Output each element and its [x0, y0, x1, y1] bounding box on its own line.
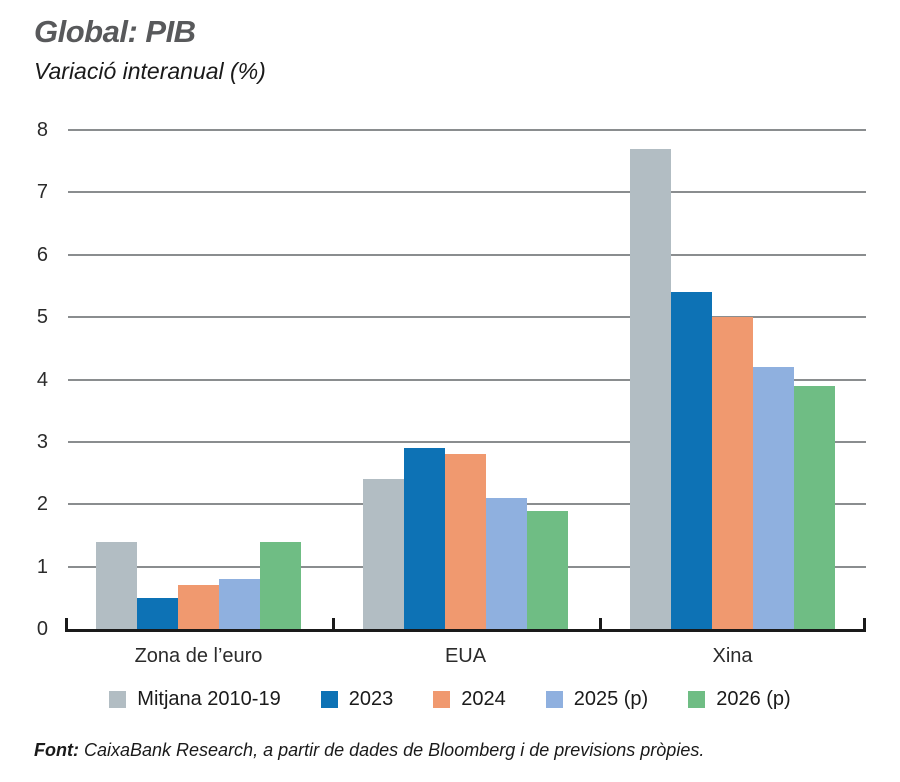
chart-subtitle: Variació interanual (%): [34, 58, 266, 84]
bar: [486, 498, 527, 629]
chart-legend: Mitjana 2010-19 2023 2024 2025 (p) 2026 (p): [0, 688, 900, 711]
y-axis-tick-label: 3: [36, 430, 48, 453]
y-axis-tick-label: 4: [36, 368, 48, 391]
y-axis-tick-label: 0: [36, 618, 48, 640]
y-axis-tick-label: 7: [36, 181, 48, 204]
bar: [404, 448, 445, 629]
legend-item: 2023: [320, 688, 394, 711]
source-note: Font: CaixaBank Research, a partir de dad…: [34, 740, 704, 761]
x-axis-tick: [863, 618, 866, 629]
bar: [445, 454, 486, 629]
bar: [527, 510, 568, 629]
legend-item: 2026 (p): [688, 688, 791, 711]
bar: [753, 367, 794, 629]
x-axis-category-label: EUA: [444, 645, 487, 667]
bar: [137, 597, 178, 629]
bar: [96, 541, 137, 629]
source-label: Font:: [34, 740, 79, 760]
legend-label: 2023: [348, 688, 394, 710]
legend-item: 2025 (p): [545, 688, 649, 711]
y-axis-tick-label: 1: [36, 555, 48, 578]
y-axis-tick-label: 6: [36, 243, 48, 266]
legend-swatch: [433, 691, 451, 708]
x-axis-category-label: Xina: [712, 645, 753, 667]
bar: [363, 479, 404, 629]
chart-title: Global: PIB: [34, 14, 196, 49]
x-axis-tick: [65, 618, 68, 629]
gridline: [68, 440, 866, 443]
y-axis-tick-label: 2: [36, 493, 48, 516]
x-axis-tick: [332, 618, 335, 629]
x-axis-category-label: Zona de l’euro: [134, 645, 263, 667]
x-axis-tick: [599, 618, 602, 629]
gridline: [68, 253, 866, 256]
gridline: [68, 129, 866, 131]
bar: [794, 385, 835, 629]
legend-swatch: [688, 691, 706, 708]
legend-swatch: [109, 691, 127, 708]
bar: [260, 541, 301, 629]
y-axis-tick-label: 5: [36, 306, 48, 329]
bar: [219, 579, 260, 629]
legend-label: 2025 (p): [573, 688, 649, 710]
gridline: [68, 378, 866, 381]
gridline: [68, 316, 866, 319]
legend-label: 2026 (p): [716, 688, 791, 710]
bar: [671, 292, 712, 629]
gridline: [68, 191, 866, 194]
legend-item: 2024: [433, 688, 506, 711]
legend-swatch: [320, 691, 338, 708]
bar: [178, 585, 219, 629]
bar: [630, 148, 671, 629]
plot-area: [65, 129, 866, 632]
legend-item: Mitjana 2010-19: [109, 688, 281, 711]
y-axis-tick-label: 8: [36, 119, 48, 141]
source-text: CaixaBank Research, a partir de dades de…: [83, 740, 705, 760]
bar: [712, 317, 753, 629]
legend-label: Mitjana 2010-19: [137, 688, 281, 710]
x-axis-line: [65, 629, 866, 632]
legend-swatch: [545, 691, 563, 708]
legend-label: 2024: [461, 688, 506, 710]
